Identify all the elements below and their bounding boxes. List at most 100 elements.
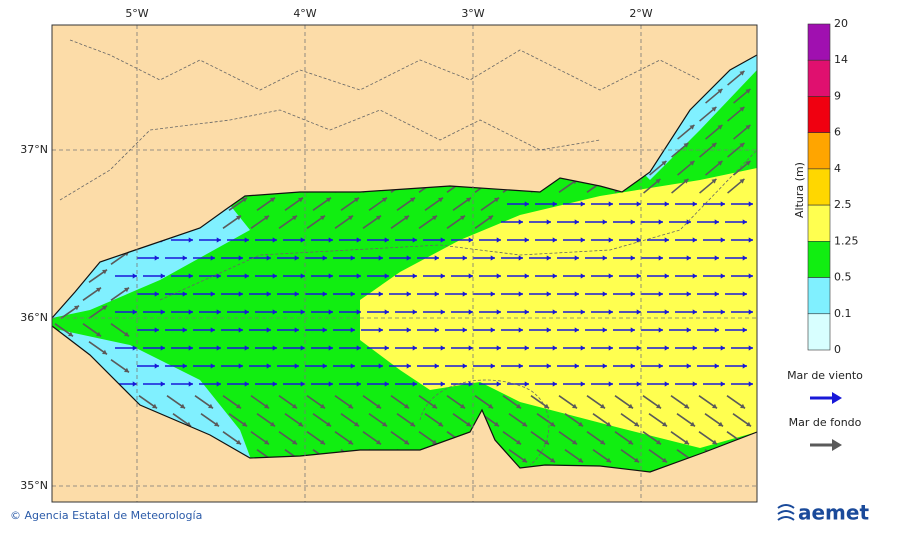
arrowhead: [182, 327, 187, 333]
arrowhead: [216, 381, 221, 387]
lat-labels: 37°N 36°N 35°N: [20, 143, 48, 492]
arrowhead: [68, 331, 74, 337]
arrowhead: [546, 291, 551, 297]
arrowhead: [524, 345, 529, 351]
arrowhead: [264, 439, 270, 445]
arrowhead: [494, 421, 500, 427]
arrowhead: [236, 215, 242, 221]
sea-yellow: [360, 168, 757, 448]
arrowhead: [238, 327, 243, 333]
arrowhead: [376, 403, 382, 409]
arrowhead: [496, 345, 501, 351]
arrowhead: [356, 381, 361, 387]
arrowhead: [320, 215, 326, 221]
arrowhead: [748, 345, 753, 351]
arrowhead: [662, 421, 668, 427]
arrowhead: [658, 291, 663, 297]
arrowhead: [720, 237, 725, 243]
arrowhead: [742, 291, 747, 297]
arrowhead: [718, 421, 724, 427]
arrowhead: [160, 381, 165, 387]
arrowhead: [378, 291, 383, 297]
legend-label: Mar de viento: [787, 369, 863, 382]
logo-text: aemet: [798, 501, 869, 525]
arrowhead: [350, 255, 355, 261]
arrowhead: [664, 237, 669, 243]
arrowhead: [270, 197, 276, 203]
colorbar-band: [807, 132, 831, 170]
arrowhead: [124, 367, 130, 373]
arrowhead: [712, 403, 718, 409]
arrowhead: [326, 197, 332, 203]
lon-label: 4°W: [293, 7, 316, 20]
arrowhead: [210, 291, 215, 297]
arrowhead: [630, 255, 635, 261]
arrowhead: [382, 421, 388, 427]
arrowhead: [574, 219, 579, 225]
arrowhead: [466, 197, 472, 203]
arrowhead: [242, 421, 248, 427]
arrowhead: [238, 255, 243, 261]
arrowhead: [350, 363, 355, 369]
arrowhead: [378, 327, 383, 333]
arrowhead: [356, 273, 361, 279]
arrowhead: [300, 309, 305, 315]
arrowhead: [406, 255, 411, 261]
arrowhead: [460, 215, 466, 221]
arrowhead: [720, 273, 725, 279]
arrowhead: [188, 273, 193, 279]
arrowhead: [236, 439, 242, 445]
arrowhead: [664, 381, 669, 387]
colorbar-band: [807, 204, 831, 242]
colorbar-band: [807, 168, 831, 206]
colorbar-label: 2.5: [834, 198, 852, 211]
arrowhead: [683, 178, 689, 184]
arrowhead: [552, 345, 557, 351]
arrowhead: [524, 201, 529, 207]
arrowhead: [630, 219, 635, 225]
arrowhead: [658, 327, 663, 333]
arrowhead: [524, 381, 529, 387]
arrowhead: [216, 345, 221, 351]
arrowhead: [440, 381, 445, 387]
arrowhead: [468, 237, 473, 243]
arrowhead: [608, 237, 613, 243]
lat-label: 37°N: [20, 143, 48, 156]
arrowhead: [272, 381, 277, 387]
arrowhead: [350, 291, 355, 297]
map-area: [52, 25, 757, 502]
arrowhead: [384, 309, 389, 315]
colorbar-label: 4: [834, 162, 841, 175]
arrowhead: [664, 345, 669, 351]
arrowhead: [739, 142, 745, 148]
arrowhead: [216, 273, 221, 279]
arrowhead: [188, 237, 193, 243]
colorbar-band: [807, 241, 831, 278]
arrowhead: [742, 219, 747, 225]
arrowhead: [434, 363, 439, 369]
arrowhead: [132, 345, 137, 351]
colorbar-band: [807, 313, 831, 351]
map-frame: [51, 24, 758, 503]
arrowhead: [684, 439, 690, 445]
arrowhead: [630, 363, 635, 369]
arrowhead: [522, 457, 528, 463]
arrowhead: [188, 309, 193, 315]
arrowhead: [712, 439, 718, 445]
arrowhead: [404, 215, 410, 221]
arrowhead: [656, 439, 662, 445]
legend-label: Mar de fondo: [789, 416, 862, 429]
credit: © Agencia Estatal de Meteorología: [10, 509, 202, 522]
arrowhead: [468, 309, 473, 315]
arrowhead: [692, 345, 697, 351]
arrowhead: [102, 305, 108, 311]
arrowhead: [434, 327, 439, 333]
arrowhead: [292, 439, 298, 445]
lat-label: 35°N: [20, 479, 48, 492]
arrowhead: [720, 345, 725, 351]
arrowhead: [634, 457, 640, 463]
logo: aemet: [777, 501, 869, 525]
arrowhead: [745, 88, 751, 94]
colorbar-band: [807, 59, 831, 97]
arrowhead: [636, 201, 641, 207]
